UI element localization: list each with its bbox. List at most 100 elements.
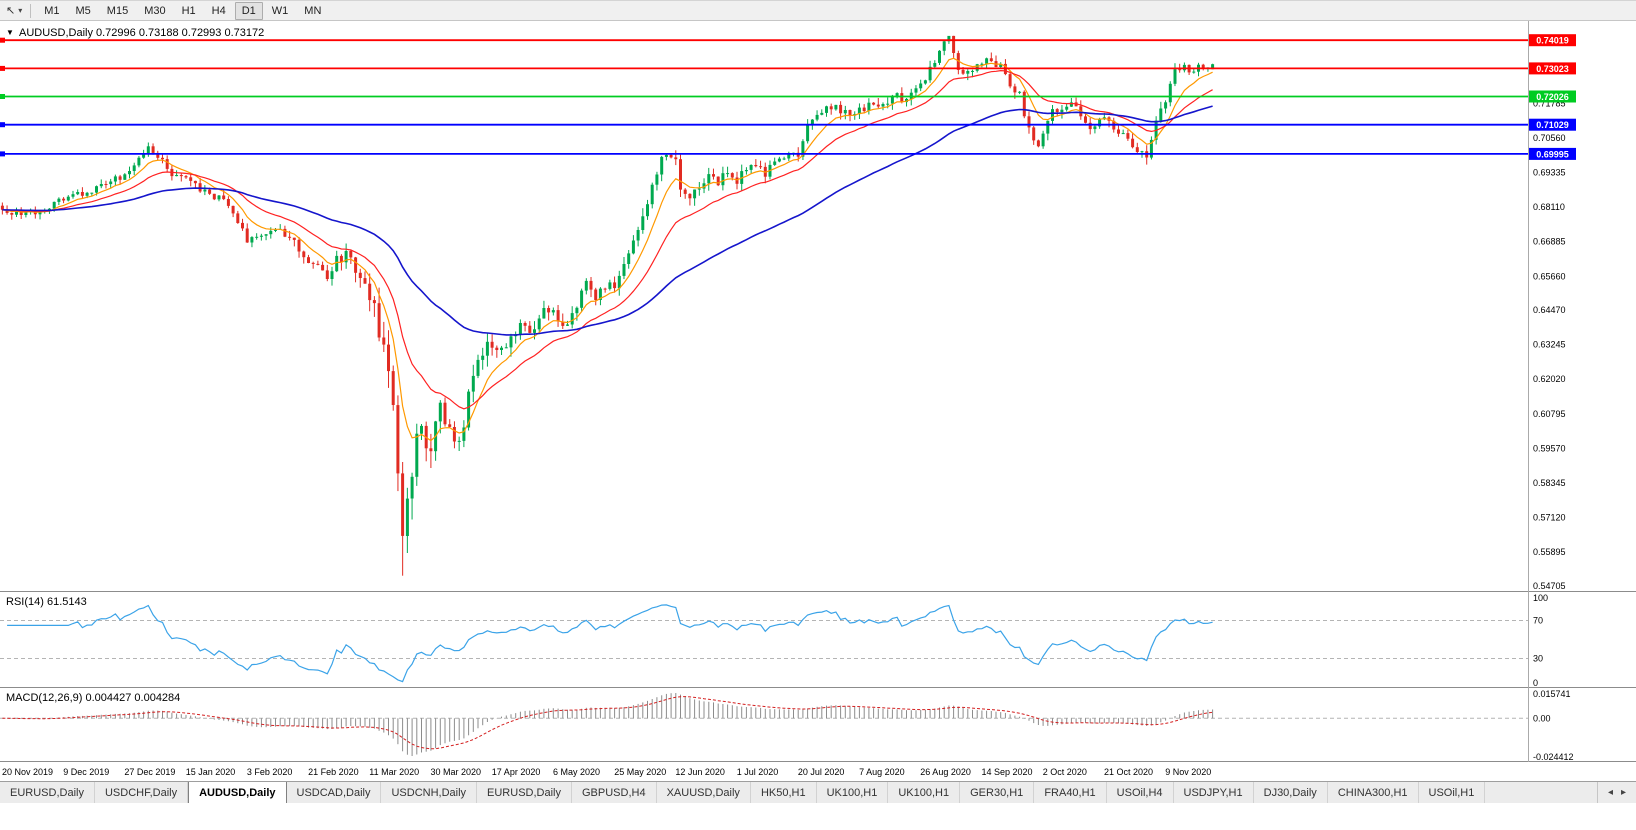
rsi-line[interactable] [7, 604, 1213, 683]
svg-text:0.015741: 0.015741 [1533, 689, 1571, 699]
timeframe-button-mn[interactable]: MN [304, 4, 322, 17]
chart-title: ▼ AUDUSD,Daily 0.72996 0.73188 0.72993 0.… [6, 27, 264, 39]
chart-tab-uk100-h1[interactable]: UK100,H1 [817, 782, 889, 803]
svg-text:0: 0 [1533, 678, 1538, 688]
bottom-filler [0, 803, 1636, 830]
chart-tab-xauusd-daily[interactable]: XAUUSD,Daily [657, 782, 751, 803]
chart-tab-eurusd-daily[interactable]: EURUSD,Daily [0, 782, 95, 803]
svg-text:30: 30 [1533, 654, 1543, 664]
ma-slow-line[interactable] [2, 105, 1213, 336]
timeframe-button-h1[interactable]: H1 [181, 4, 196, 17]
timeframe-button-m5[interactable]: M5 [75, 4, 91, 17]
horizontal-levels-layer[interactable] [0, 37, 1528, 157]
price-badge-0.74019 [1529, 34, 1576, 47]
svg-text:9 Dec 2019: 9 Dec 2019 [63, 767, 109, 777]
svg-text:11 Mar 2020: 11 Mar 2020 [369, 767, 419, 777]
timeframe-button-d1[interactable]: D1 [234, 1, 263, 20]
chart-tab-usdjpy-h1[interactable]: USDJPY,H1 [1174, 782, 1254, 803]
svg-text:0.54705: 0.54705 [1533, 581, 1566, 591]
svg-text:0.59570: 0.59570 [1533, 443, 1566, 453]
timeframe-button-m30[interactable]: M30 [144, 4, 166, 17]
chart-tab-usdcnh-daily[interactable]: USDCNH,Daily [381, 782, 478, 803]
chart-tab-china300-h1[interactable]: CHINA300,H1 [1328, 782, 1419, 803]
svg-text:12 Jun 2020: 12 Jun 2020 [675, 767, 725, 777]
svg-text:AUDUSD,Daily 0.72996 0.73188: AUDUSD,Daily 0.72996 0.73188 0.72993 0.7… [19, 27, 264, 39]
chart-tab-gbpusd-h4[interactable]: GBPUSD,H4 [572, 782, 657, 803]
timeframe-button-w1[interactable]: W1 [271, 4, 289, 17]
svg-text:1 Jul 2020: 1 Jul 2020 [737, 767, 779, 777]
chart-tab-audusd-daily[interactable]: AUDUSD,Daily [188, 782, 287, 803]
svg-text:20 Nov 2019: 20 Nov 2019 [2, 767, 53, 777]
price-badge-0.71029 [1529, 118, 1576, 131]
svg-text:0.55895: 0.55895 [1533, 547, 1566, 557]
svg-text:0.62020: 0.62020 [1533, 374, 1566, 384]
svg-text:6 May 2020: 6 May 2020 [553, 767, 600, 777]
svg-text:26 Aug 2020: 26 Aug 2020 [920, 767, 971, 777]
chart-tab-usdchf-daily[interactable]: USDCHF,Daily [95, 782, 189, 803]
chart-tab-uk100-h1[interactable]: UK100,H1 [888, 782, 961, 803]
macd-signal-line[interactable] [2, 696, 1213, 750]
chart-tabs-bar: EURUSD,Daily USDCHF,Daily AUDUSD,Daily USDC… [0, 781, 1636, 803]
svg-text:0.58345: 0.58345 [1533, 478, 1566, 488]
svg-text:0.71029: 0.71029 [1536, 120, 1569, 130]
svg-text:0.63245: 0.63245 [1533, 340, 1566, 350]
timeframe-button-m15[interactable]: M15 [106, 4, 129, 17]
svg-text:0.65660: 0.65660 [1533, 271, 1566, 281]
svg-text:21 Oct 2020: 21 Oct 2020 [1104, 767, 1153, 777]
svg-text:70: 70 [1533, 616, 1543, 626]
svg-text:2 Oct 2020: 2 Oct 2020 [1043, 767, 1087, 777]
svg-text:3 Feb 2020: 3 Feb 2020 [247, 767, 293, 777]
svg-text:0.64470: 0.64470 [1533, 305, 1566, 315]
tabs-scroll-left-icon[interactable]: ◂ [1607, 787, 1613, 798]
toolbar-divider [30, 3, 32, 18]
cursor-icon[interactable]: ↖ [6, 4, 16, 17]
chart-area[interactable]: 0.71785 0.70560 0.69335 0.68110 0.66885 0.656… [0, 21, 1636, 781]
svg-text:0.70560: 0.70560 [1533, 133, 1566, 143]
cursor-dropdown-caret-icon[interactable]: ▾ [18, 6, 23, 15]
svg-text:7 Aug 2020: 7 Aug 2020 [859, 767, 905, 777]
price-axis[interactable]: 0.71785 0.70560 0.69335 0.68110 0.66885 0.656… [1529, 34, 1576, 762]
svg-text:25 May 2020: 25 May 2020 [614, 767, 666, 777]
svg-text:0.69995: 0.69995 [1536, 149, 1569, 159]
chart-tab-usdcad-daily[interactable]: USDCAD,Daily [287, 782, 382, 803]
svg-text:0.74019: 0.74019 [1536, 36, 1569, 46]
svg-text:21 Feb 2020: 21 Feb 2020 [308, 767, 359, 777]
svg-text:0.57120: 0.57120 [1533, 513, 1566, 523]
timeframe-button-m1[interactable]: M1 [44, 4, 60, 17]
candles-layer [0, 35, 1215, 576]
ma-fast-line[interactable] [2, 57, 1213, 442]
svg-text:0.69335: 0.69335 [1533, 168, 1566, 178]
macd-title: MACD(12,26,9) 0.004427 0.004284 [6, 692, 180, 704]
svg-text:0.68110: 0.68110 [1533, 202, 1565, 212]
svg-text:30 Mar 2020: 30 Mar 2020 [431, 767, 482, 777]
ma-mid-line[interactable] [2, 69, 1213, 410]
svg-text:0.00: 0.00 [1533, 713, 1551, 723]
chart-tab-ger30-h1[interactable]: GER30,H1 [960, 782, 1035, 803]
chart-tab-hk50-h1[interactable]: HK50,H1 [751, 782, 817, 803]
price-badge-0.72026 [1529, 90, 1576, 103]
svg-text:27 Dec 2019: 27 Dec 2019 [124, 767, 175, 777]
tabs-scroll-arrows: ◂ ▸ [1596, 782, 1636, 803]
tabs-scroll-right-icon[interactable]: ▸ [1620, 787, 1626, 798]
svg-text:▼: ▼ [6, 28, 14, 37]
svg-text:0.72026: 0.72026 [1536, 92, 1569, 102]
svg-text:14 Sep 2020: 14 Sep 2020 [982, 767, 1033, 777]
timeframe-button-h4[interactable]: H4 [211, 4, 226, 17]
svg-text:0.71785: 0.71785 [1533, 98, 1566, 108]
chart-tab-usoil-h4[interactable]: USOil,H4 [1107, 782, 1174, 803]
price-badge-0.69995 [1529, 147, 1576, 160]
chart-tab-dj30-daily[interactable]: DJ30,Daily [1254, 782, 1328, 803]
chart-tab-fra40-h1[interactable]: FRA40,H1 [1034, 782, 1107, 803]
chart-tab-eurusd-daily[interactable]: EURUSD,Daily [477, 782, 572, 803]
svg-text:0.60795: 0.60795 [1533, 409, 1566, 419]
rsi-title: RSI(14) 61.5143 [6, 596, 87, 608]
svg-text:15 Jan 2020: 15 Jan 2020 [186, 767, 236, 777]
svg-text:-0.024412: -0.024412 [1533, 752, 1574, 762]
svg-text:100: 100 [1533, 593, 1548, 603]
moving-averages-layer [2, 57, 1213, 442]
date-axis[interactable]: 20 Nov 2019 9 Dec 2019 27 Dec 2019 15 Jan 2… [2, 767, 1211, 777]
price-chart-svg[interactable]: 0.71785 0.70560 0.69335 0.68110 0.66885 0.656… [0, 21, 1636, 781]
chart-tab-usoil-h1[interactable]: USOil,H1 [1419, 782, 1486, 803]
svg-text:17 Apr 2020: 17 Apr 2020 [492, 767, 541, 777]
